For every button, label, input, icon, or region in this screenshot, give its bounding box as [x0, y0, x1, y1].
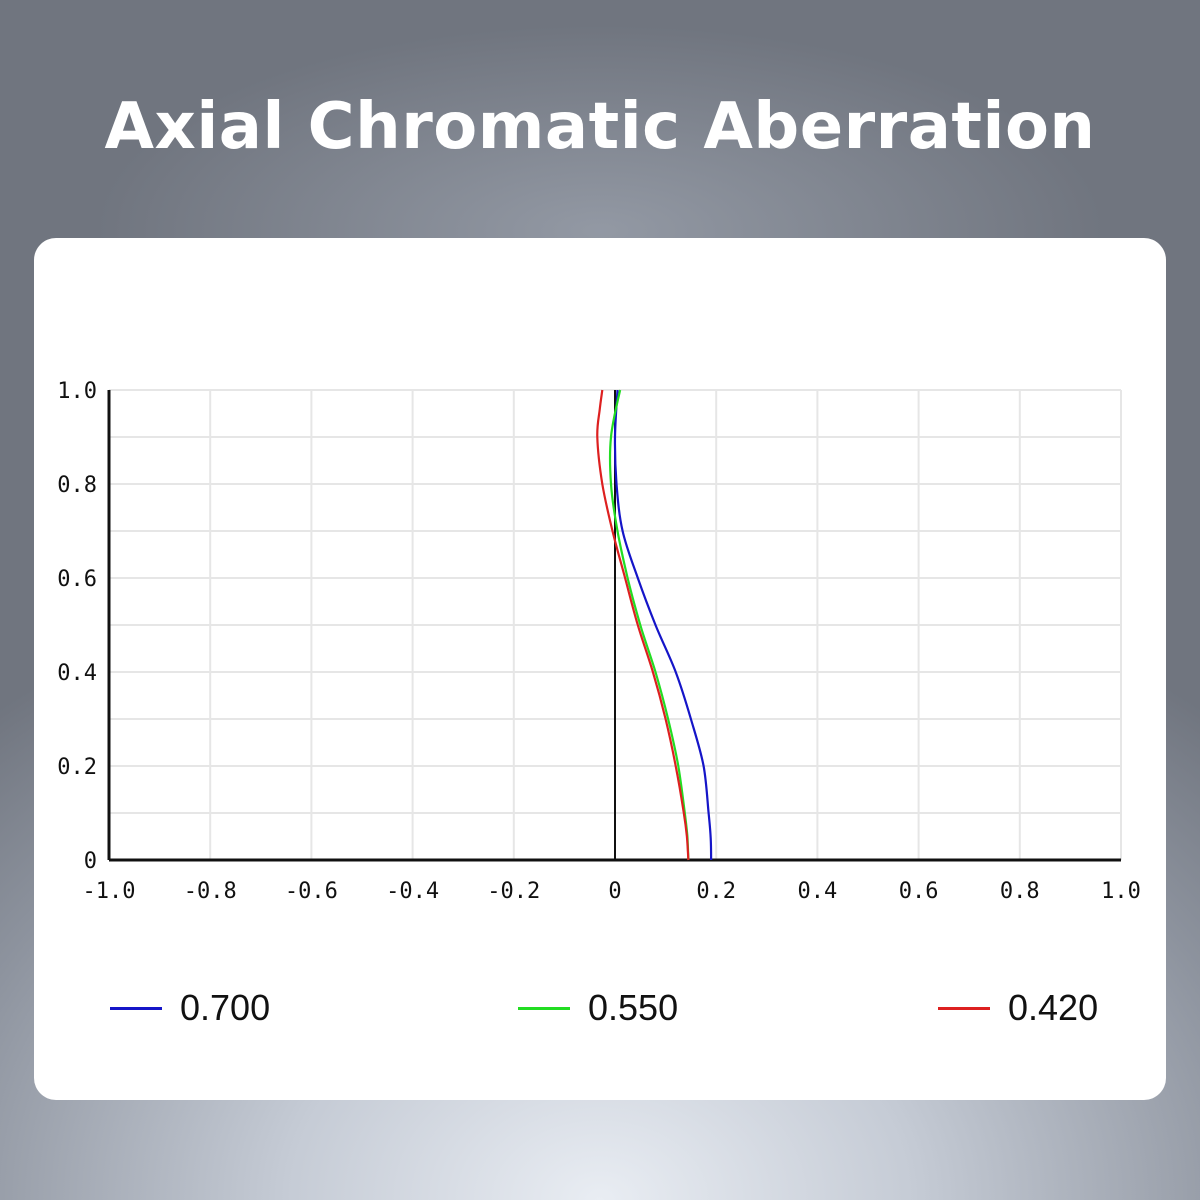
series-line-0700	[613, 389, 713, 861]
x-tick-label: 0.8	[1000, 879, 1040, 904]
y-tick-label: 0.8	[57, 473, 97, 498]
legend-swatch-blue	[110, 1006, 162, 1010]
y-tick-label: 0.6	[57, 567, 97, 592]
x-tick-label: 0.4	[798, 879, 838, 904]
chart-card: -1.0 -0.8 -0.6 -0.4 -0.2 0 0.2 0.4 0.6 0.8 1.0 1.0 0…	[34, 238, 1166, 1100]
x-tick-label: -1.0	[83, 879, 136, 904]
y-tick-label: 0.4	[57, 661, 97, 686]
page-title: Axial Chromatic Aberration	[104, 90, 1096, 164]
legend-label-0700: 0.700	[180, 987, 271, 1028]
x-tick-label: 0.6	[899, 879, 939, 904]
legend-item-0420: 0.420	[938, 986, 1098, 1030]
legend-label-0420: 0.420	[1008, 987, 1099, 1028]
x-tick-label: 0.2	[696, 879, 736, 904]
legend-item-0700: 0.700	[110, 986, 270, 1030]
legend-swatch-red	[938, 1006, 990, 1010]
x-tick-label: -0.4	[386, 879, 439, 904]
x-tick-label: -0.8	[184, 879, 237, 904]
legend-swatch-green	[518, 1006, 570, 1010]
y-tick-label: 0.2	[57, 755, 97, 780]
x-tick-label: -0.6	[285, 879, 338, 904]
series-line-0420	[596, 389, 690, 861]
chart-plot: -1.0 -0.8 -0.6 -0.4 -0.2 0 0.2 0.4 0.6 0.8 1.0 1.0 0…	[57, 379, 1141, 904]
x-tick-label: 1.0	[1101, 879, 1141, 904]
x-tick-label: -0.2	[487, 879, 540, 904]
y-tick-label: 0	[84, 849, 97, 874]
legend-item-0550: 0.550	[518, 986, 678, 1030]
x-tick-label: 0	[608, 879, 621, 904]
legend-label-0550: 0.550	[588, 987, 679, 1028]
y-tick-label: 1.0	[57, 379, 97, 404]
